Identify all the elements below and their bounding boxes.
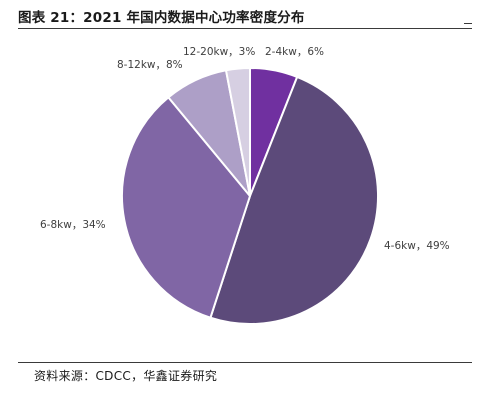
pie-slice-12-20kw [224, 66, 251, 197]
pie-label-2-4kw: 2-4kw，6% [265, 46, 324, 58]
title-tick [464, 22, 472, 24]
pie-label-4-6kw: 4-6kw，49% [384, 240, 450, 252]
pie-slice-6-8kw [121, 95, 252, 320]
chart-title: 图表 21：2021 年国内数据中心功率密度分布 [18, 10, 305, 26]
source-note: 资料来源：CDCC，华鑫证券研究 [34, 369, 218, 383]
source-bar: 资料来源：CDCC，华鑫证券研究 [18, 362, 472, 383]
pie-label-6-8kw: 6-8kw，34% [40, 219, 106, 231]
pie-label-12-20kw: 12-20kw，3% [183, 46, 255, 58]
pie-slices [121, 66, 380, 325]
pie-label-8-12kw: 8-12kw，8% [117, 59, 183, 71]
pie-labels: 2-4kw，6% 4-6kw，49% 6-8kw，34% 8-12kw，8%12-20… [40, 46, 450, 252]
title-bar: 图表 21：2021 年国内数据中心功率密度分布 [18, 6, 472, 29]
pie-slice-4-6kw [209, 75, 380, 325]
